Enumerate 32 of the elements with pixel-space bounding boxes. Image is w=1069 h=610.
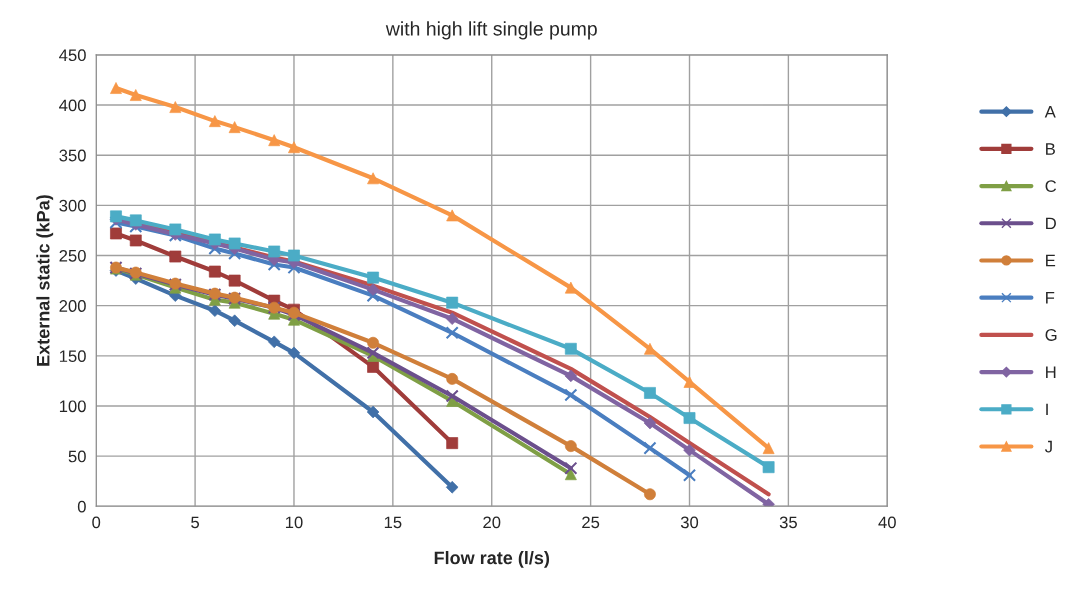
legend-label: I — [1046, 403, 1048, 416]
x-tick-label: 20 — [483, 516, 501, 529]
x-tick-label: 15 — [384, 516, 402, 529]
legend-label: F — [1046, 292, 1055, 304]
legend-label: H — [1046, 366, 1056, 378]
y-axis-title: External static (kPa) — [36, 195, 54, 366]
y-tick-label: 250 — [59, 249, 86, 262]
y-tick-label: 450 — [59, 49, 86, 62]
legend-label: B — [1046, 143, 1055, 155]
y-tick-label: 50 — [68, 450, 86, 463]
x-tick-label: 10 — [285, 516, 303, 529]
x-tick-label: 25 — [582, 516, 600, 529]
x-tick-label: 40 — [878, 516, 896, 529]
y-tick-label: 350 — [59, 149, 86, 162]
chart-title: with high lift single pump — [385, 21, 597, 40]
x-tick-label: 5 — [191, 516, 200, 529]
x-tick-label: 30 — [680, 516, 699, 529]
x-tick-label: 35 — [779, 516, 797, 529]
y-tick-label: 400 — [59, 99, 86, 112]
legend-label: A — [1044, 106, 1056, 118]
legend-label: D — [1046, 217, 1056, 230]
y-tick-label: 100 — [59, 400, 86, 413]
legend-label: J — [1044, 440, 1052, 453]
legend-label: E — [1046, 254, 1056, 267]
y-tick-label: 0 — [77, 500, 86, 513]
y-tick-label: 200 — [59, 300, 86, 312]
y-tick-label: 300 — [59, 199, 86, 212]
x-tick-label: 0 — [92, 516, 101, 529]
y-tick-label: 150 — [59, 350, 86, 363]
legend-label: G — [1045, 329, 1057, 341]
x-axis-title: Flow rate (l/s) — [434, 551, 550, 568]
legend-label: C — [1045, 180, 1057, 193]
